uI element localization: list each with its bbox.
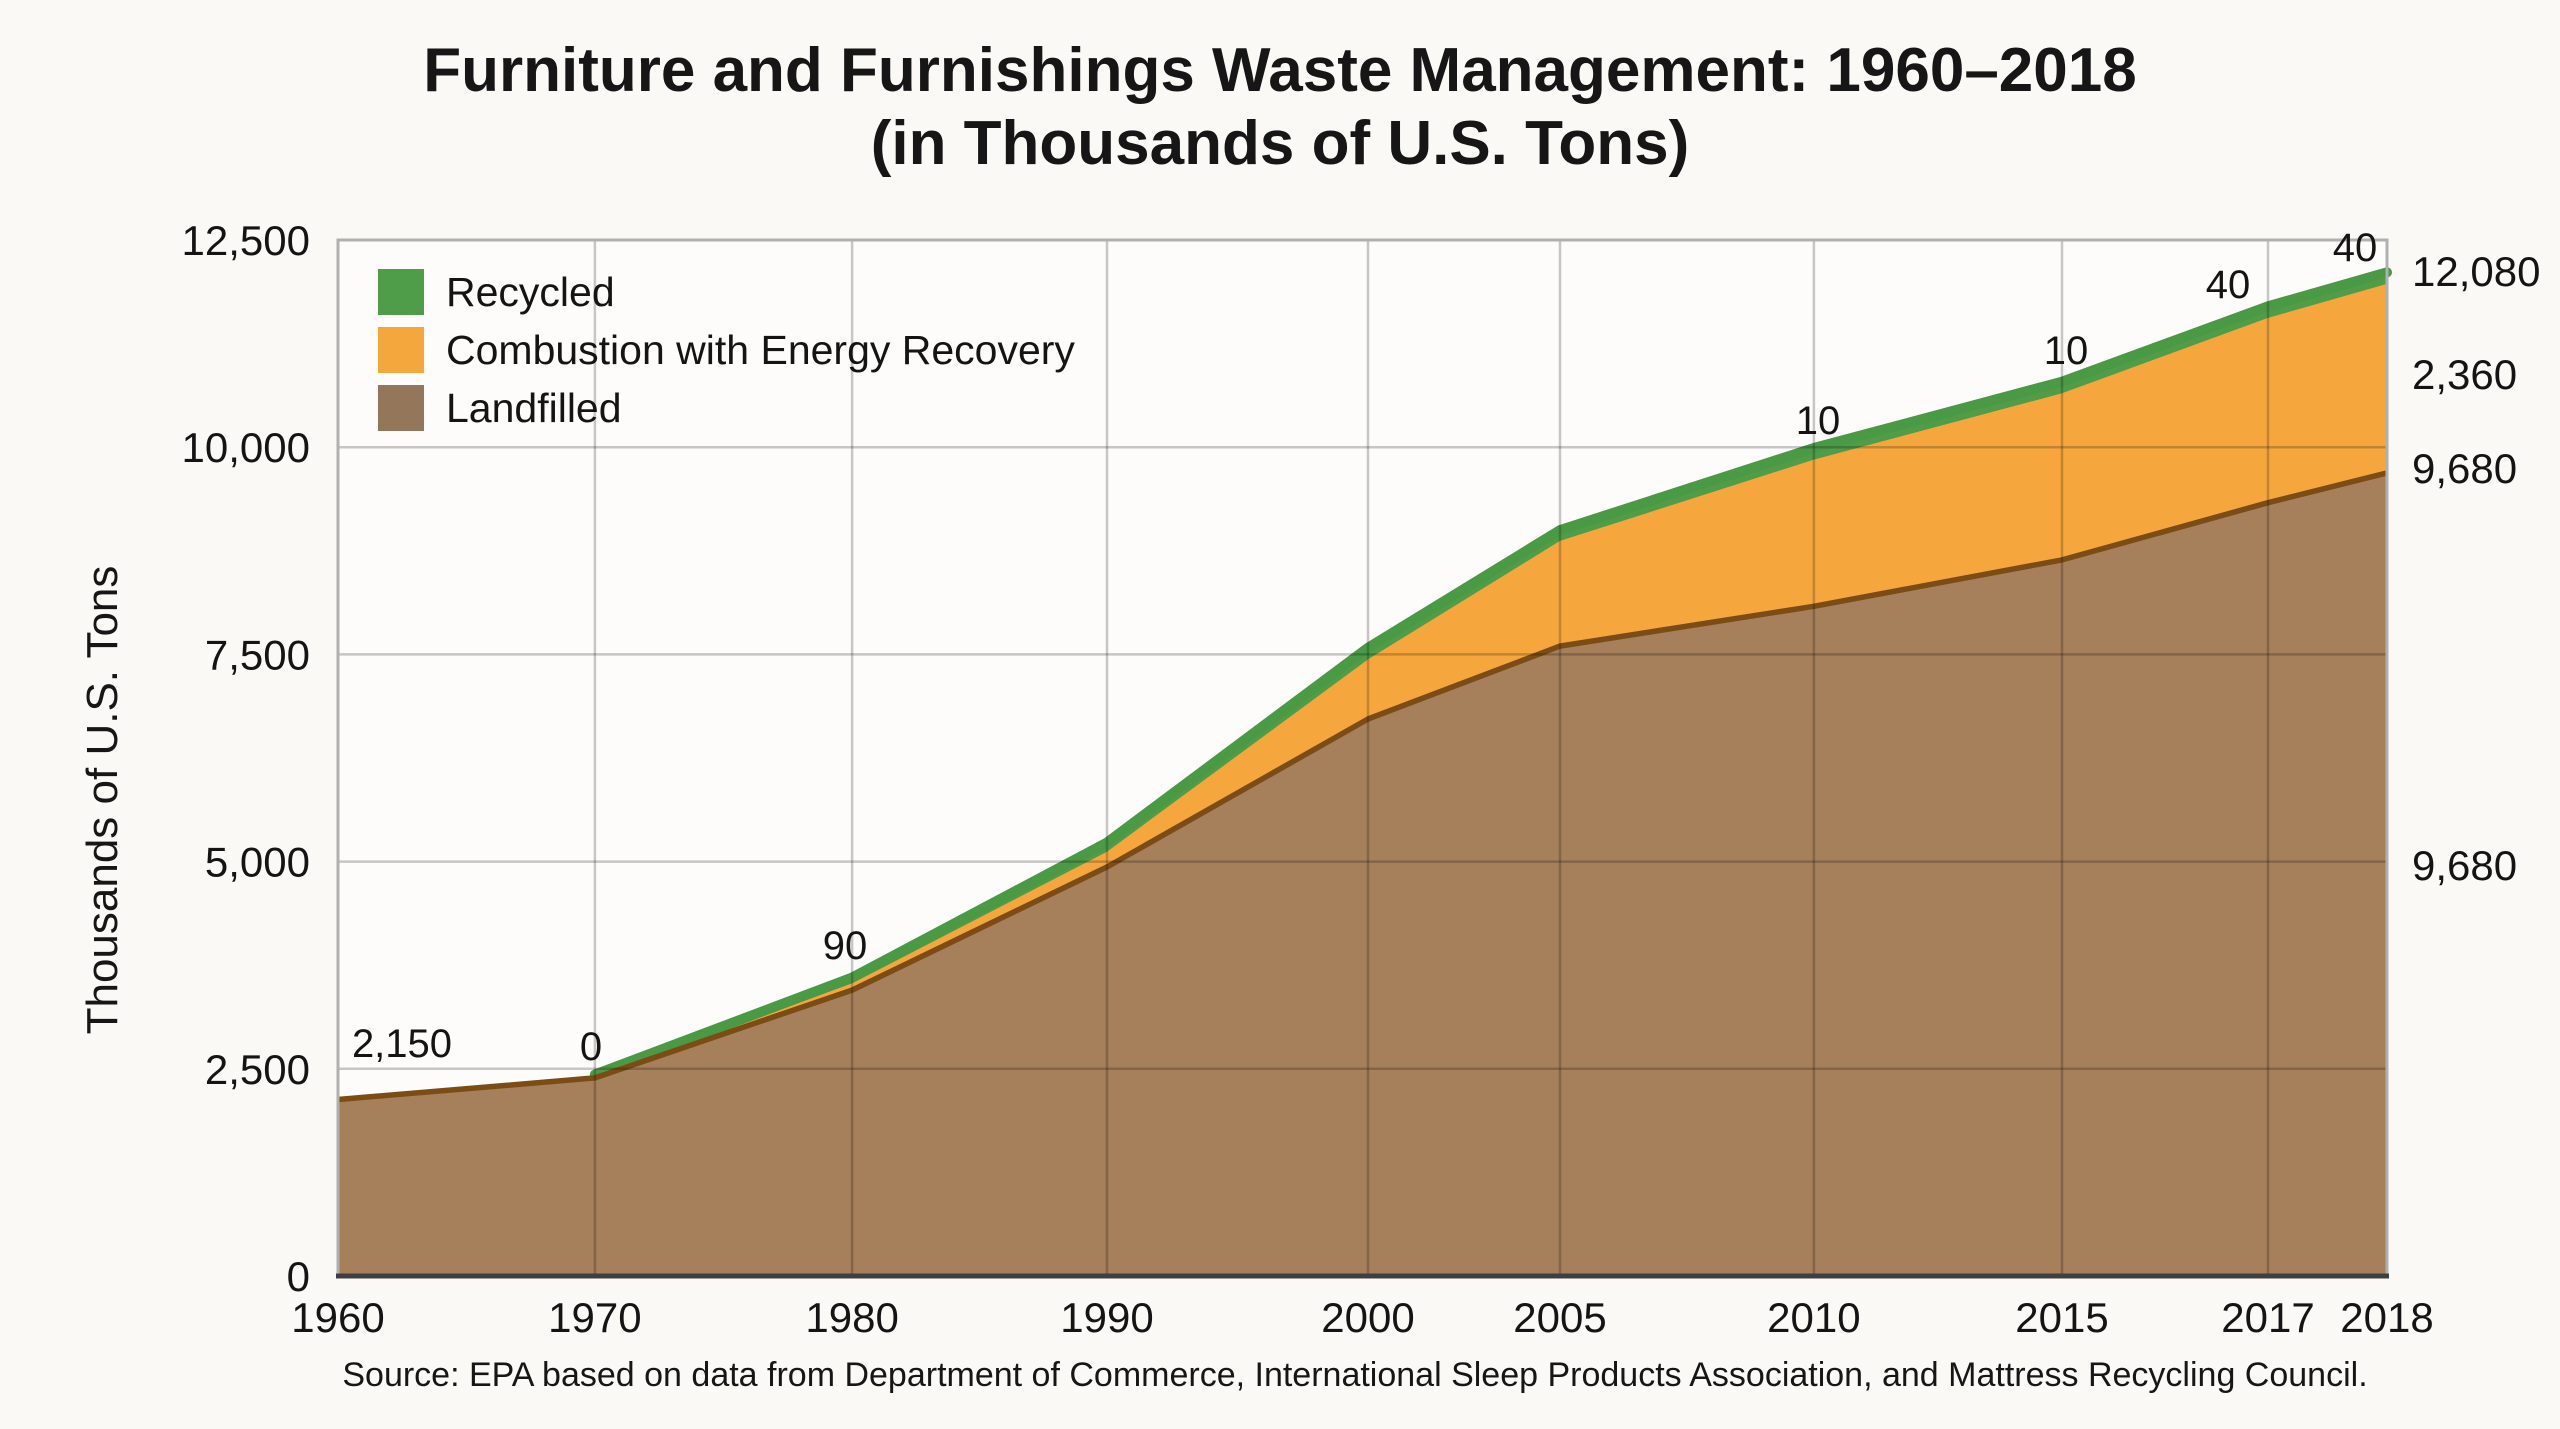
chart-title: Furniture and Furnishings Waste Manageme…	[0, 34, 2560, 180]
chart-title-line2: (in Thousands of U.S. Tons)	[870, 109, 1690, 179]
x-tick-label: 1980	[805, 1294, 898, 1341]
x-tick-label: 1970	[548, 1294, 641, 1341]
legend-label: Combustion with Energy Recovery	[446, 326, 1075, 373]
x-tick-label: 1990	[1060, 1294, 1153, 1341]
point-value-label: 10	[1796, 399, 1841, 443]
landfilled-area	[338, 472, 2387, 1276]
legend-item: Combustion with Energy Recovery	[378, 321, 1075, 379]
x-tick-label: 2015	[2015, 1294, 2108, 1341]
legend-label: Landfilled	[446, 384, 622, 431]
y-tick-label: 5,000	[205, 839, 310, 886]
legend-swatch	[378, 385, 424, 431]
y-tick-label: 7,500	[205, 631, 310, 678]
point-value-label: 0	[580, 1025, 602, 1069]
point-value-label: 2,150	[352, 1022, 452, 1066]
point-value-label: 40	[2333, 226, 2378, 270]
chart-title-line1: Furniture and Furnishings Waste Manageme…	[423, 36, 2137, 105]
landfilled-top-line	[337, 470, 2388, 1103]
x-tick-label: 2017	[2221, 1294, 2314, 1341]
legend-label: Recycled	[446, 268, 615, 315]
right-edge-value-label: 9,680	[2412, 445, 2517, 492]
y-tick-label: 0	[287, 1253, 310, 1300]
x-tick-label: 2005	[1513, 1294, 1606, 1341]
source-note: Source: EPA based on data from Departmen…	[342, 1356, 2368, 1394]
point-value-label: 10	[2044, 329, 2089, 373]
right-edge-value-label: 12,080	[2412, 248, 2540, 295]
right-edge-value-label: 9,680	[2412, 842, 2517, 889]
point-value-label: 90	[823, 924, 868, 968]
x-tick-label: 1960	[291, 1294, 384, 1341]
x-tick-label: 2010	[1767, 1294, 1860, 1341]
y-tick-label: 12,500	[182, 217, 310, 264]
legend-swatch	[378, 327, 424, 373]
y-tick-label: 2,500	[205, 1046, 310, 1093]
legend-swatch	[378, 269, 424, 315]
y-tick-label: 10,000	[182, 424, 310, 471]
point-value-label: 40	[2206, 263, 2251, 307]
legend: Recycled Combustion with Energy Recovery L…	[378, 263, 1075, 437]
x-tick-label: 2018	[2340, 1294, 2433, 1341]
x-tick-label: 2000	[1321, 1294, 1414, 1341]
right-edge-value-label: 2,360	[2412, 351, 2517, 398]
legend-item: Landfilled	[378, 379, 1075, 437]
legend-item: Recycled	[378, 263, 1075, 321]
